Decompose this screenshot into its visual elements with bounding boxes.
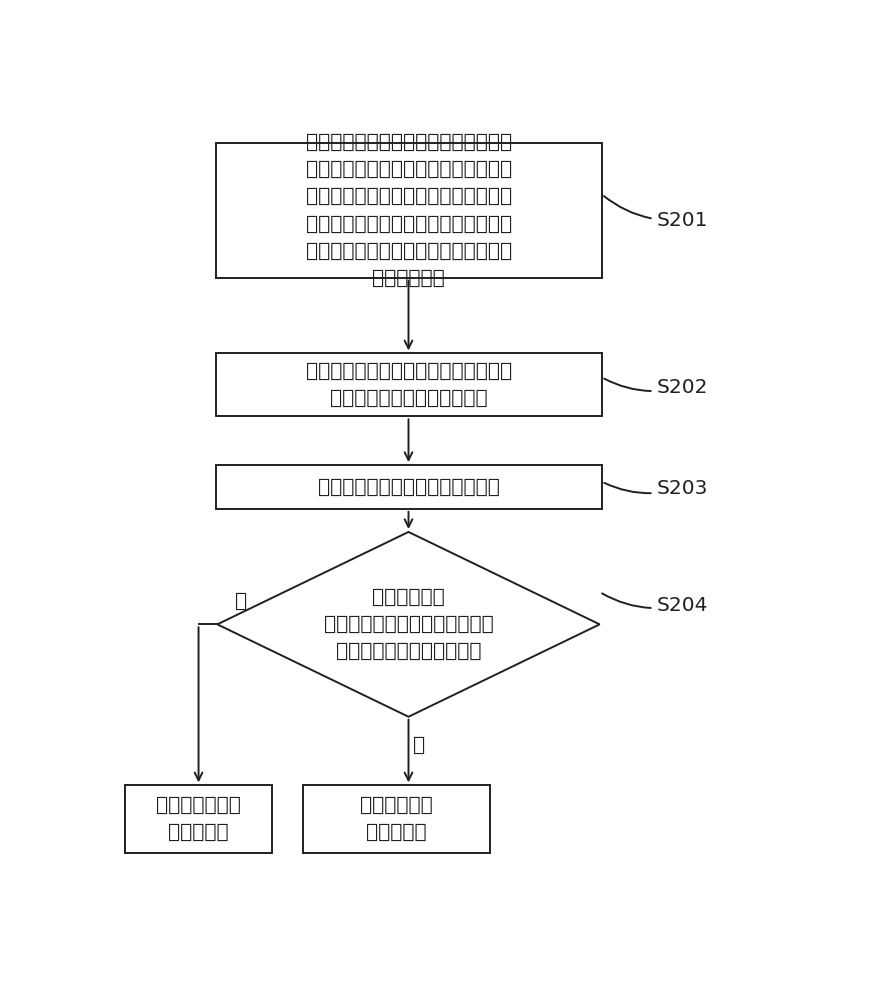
FancyBboxPatch shape xyxy=(303,785,491,853)
Text: 否: 否 xyxy=(235,591,248,610)
FancyBboxPatch shape xyxy=(216,353,602,416)
Text: S203: S203 xyxy=(604,479,707,498)
Text: S201: S201 xyxy=(603,196,707,230)
Text: 当第一设备和第二设备按照随机轨迹一
起运动时，根据第一位置检测装置监测
到的第一设备的运动轨迹生成第一设备
的运动数据，根据第二位置检测装置监
测到的第二设备的: 当第一设备和第二设备按照随机轨迹一 起运动时，根据第一位置检测装置监测 到的第一… xyxy=(306,133,512,288)
FancyBboxPatch shape xyxy=(216,143,602,278)
FancyBboxPatch shape xyxy=(125,785,272,853)
Text: S202: S202 xyxy=(604,378,707,397)
Text: 是: 是 xyxy=(412,736,425,755)
Text: 第一设备检测
第二设备的运动数据和第一设备
的自身的运动数据是否一致: 第一设备检测 第二设备的运动数据和第一设备 的自身的运动数据是否一致 xyxy=(323,588,493,661)
Text: S204: S204 xyxy=(602,593,707,615)
Polygon shape xyxy=(218,532,600,717)
Text: 第二设备的身份
认证未通过: 第二设备的身份 认证未通过 xyxy=(156,796,241,842)
Text: 第一设备接收第二设备的运动数据: 第一设备接收第二设备的运动数据 xyxy=(318,477,500,496)
Text: 第二设备的身
份认证通过: 第二设备的身 份认证通过 xyxy=(360,796,433,842)
FancyBboxPatch shape xyxy=(216,465,602,509)
Text: 对第二设备的运动数据进行加密处理，
得到第二设备的加密运动数据: 对第二设备的运动数据进行加密处理， 得到第二设备的加密运动数据 xyxy=(306,362,512,408)
